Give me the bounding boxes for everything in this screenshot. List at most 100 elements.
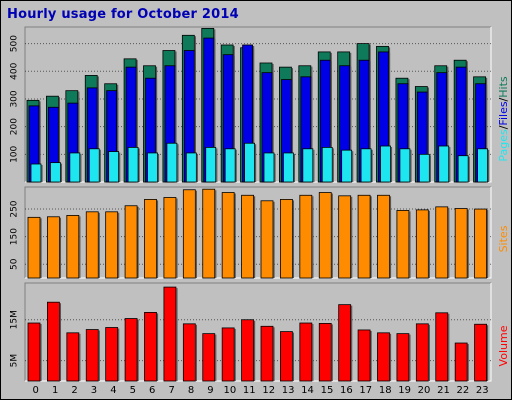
volume-plot-area — [25, 283, 491, 381]
hour-label: 12 — [262, 385, 275, 396]
hour-label: 3 — [91, 385, 97, 396]
hour-label: 23 — [476, 385, 489, 396]
pages-bar — [399, 148, 411, 183]
pages-bar — [30, 163, 42, 183]
volume-bar — [357, 329, 371, 382]
volume-bar — [47, 301, 60, 382]
chart-title: Hourly usage for October 2014 — [7, 7, 239, 22]
sites-bar — [377, 194, 390, 279]
legend-hits: Hits — [497, 76, 510, 98]
sites-bar — [454, 208, 468, 279]
hour-label: 6 — [149, 385, 155, 396]
legend-separator: / — [497, 97, 510, 101]
legend-pages-files-hits: Pages/Files/Hits — [497, 76, 510, 162]
volume-bar — [241, 319, 254, 382]
pages-bar — [244, 142, 255, 183]
volume-bar — [338, 304, 352, 382]
pages-files-hits-tick-label: 100 — [10, 145, 20, 162]
pages-bar — [185, 152, 197, 183]
hour-label: 17 — [359, 385, 372, 396]
sites-bar — [338, 195, 352, 279]
pages-files-hits-border-light — [25, 27, 492, 183]
volume-bar — [144, 311, 157, 382]
hour-label: 11 — [243, 385, 256, 396]
pages-files-hits-plot-area — [25, 27, 491, 182]
volume-bar — [124, 318, 138, 382]
sites-bar — [474, 208, 487, 279]
hour-label: 18 — [379, 385, 392, 396]
pages-files-hits-tick-label: 400 — [10, 62, 20, 79]
pages-bar — [283, 152, 294, 183]
sites-tick-label: 50 — [10, 258, 20, 270]
pages-bar — [380, 145, 391, 183]
volume-bar — [396, 333, 410, 382]
hour-label: 4 — [110, 385, 116, 396]
volume-border-light — [25, 283, 492, 382]
sites-bar — [318, 192, 332, 279]
hour-label: 1 — [52, 385, 58, 396]
pages-bar — [69, 152, 81, 183]
sites-bar — [415, 209, 429, 279]
pages-bar — [205, 147, 217, 183]
sites-bar — [202, 188, 216, 279]
pages-bar — [418, 153, 430, 183]
sites-tick-label: 150 — [10, 228, 20, 245]
sites-bar — [299, 194, 313, 279]
hour-label: 13 — [282, 385, 295, 396]
legend-files: Files — [497, 101, 510, 125]
hour-label: 19 — [398, 385, 411, 396]
volume-bar — [318, 323, 332, 382]
pages-bar — [360, 148, 372, 183]
sites-bar — [260, 200, 274, 279]
pages-bar — [263, 152, 275, 183]
sites-bar — [163, 197, 177, 279]
pages-bar — [147, 152, 158, 183]
sites-bar — [47, 216, 60, 279]
legend-pages: Pages — [497, 129, 510, 162]
volume-bar — [221, 327, 235, 382]
sites-plot-area — [25, 187, 491, 278]
hour-label: 16 — [340, 385, 353, 396]
sites-bar — [27, 216, 41, 279]
volume-bar — [260, 325, 274, 382]
pages-files-hits-tick-label: 500 — [10, 35, 20, 52]
hour-label: 0 — [33, 385, 39, 396]
volume-bar — [182, 323, 196, 382]
volume-bar — [66, 332, 80, 382]
pages-bar — [302, 148, 314, 183]
sites-bar — [144, 199, 157, 279]
sites-bar — [66, 215, 80, 279]
hour-label: 7 — [168, 385, 174, 396]
pages-bar — [166, 142, 178, 183]
volume-bar — [299, 322, 313, 382]
hour-label: 15 — [321, 385, 334, 396]
legend-separator: / — [497, 125, 510, 129]
volume-bar — [415, 323, 429, 382]
sites-tick-label: 250 — [10, 200, 20, 217]
sites-bar — [280, 199, 293, 279]
hour-label: 14 — [301, 385, 314, 396]
pages-bar — [321, 147, 333, 183]
volume-bar — [202, 333, 216, 382]
pages-bar — [341, 149, 353, 183]
volume-bar — [85, 329, 99, 382]
hour-label: 5 — [130, 385, 136, 396]
hour-label: 9 — [207, 385, 213, 396]
sites-bar — [124, 205, 138, 279]
hour-label: 22 — [457, 385, 470, 396]
sites-bar — [396, 210, 410, 279]
pages-bar — [108, 151, 120, 183]
pages-bar — [127, 147, 139, 183]
hour-label: 10 — [224, 385, 237, 396]
pages-files-hits-border-shadow — [24, 26, 491, 182]
volume-bar — [280, 331, 293, 382]
pages-bar — [224, 148, 236, 183]
hour-label: 8 — [188, 385, 194, 396]
volume-bar — [474, 323, 487, 382]
volume-bar — [27, 322, 41, 382]
volume-bar — [377, 332, 390, 382]
pages-files-hits-tick-label: 300 — [10, 90, 20, 107]
sites-border-shadow — [24, 186, 491, 278]
